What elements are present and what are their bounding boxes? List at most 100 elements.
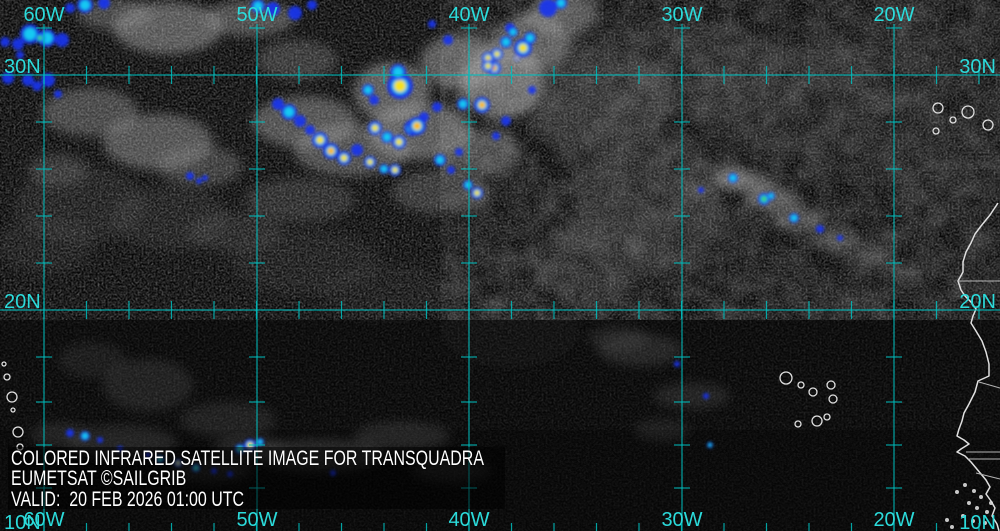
cell-yellow-core (316, 136, 324, 144)
cell-cyan (729, 174, 737, 182)
attribution-text: EUMETSAT ©SAILGRIB (11, 467, 187, 491)
cell-yellow-core (340, 154, 348, 162)
cell-cyan (708, 443, 712, 447)
cell-blue-ring (202, 175, 208, 181)
coord-label-top-20W: 20W (873, 4, 914, 26)
islet-speck (985, 510, 989, 514)
cell-yellow-core (371, 124, 379, 132)
coord-label-bottom-40W: 40W (448, 509, 489, 531)
cell-blue-ring (698, 187, 704, 193)
cell-blue-ring (443, 35, 453, 45)
cell-blue-ring (432, 102, 442, 112)
cell-blue-ring (837, 235, 843, 241)
coord-label-top-60W: 60W (23, 4, 64, 26)
cell-blue-ring (266, 2, 280, 16)
cell-blue-ring (22, 74, 34, 86)
islet-speck (945, 518, 949, 522)
valid-time-text: VALID: 20 FEB 2026 01:00 UTC (11, 487, 245, 511)
coord-label-left-20N: 20N (4, 291, 41, 313)
cell-blue-ring (16, 51, 24, 59)
cell-cyan (80, 0, 90, 10)
cell-green-core (761, 196, 767, 202)
island-outline (6, 391, 18, 403)
coord-label-left-10N: 10N (4, 512, 41, 531)
coastal-islets (945, 483, 993, 529)
cell-blue-ring (12, 38, 24, 50)
cell-yellow-core (485, 63, 491, 69)
cell-blue-ring (294, 115, 306, 127)
title-text: COLORED INFRARED SATELLITE IMAGE FOR TRA… (11, 447, 484, 470)
island-outline (961, 105, 975, 119)
cell-blue-ring (703, 393, 709, 399)
cell-blue-ring (369, 95, 379, 105)
cell-cyan (81, 432, 89, 440)
cell-yellow-core (518, 43, 528, 53)
cell-blue-ring (501, 116, 511, 126)
convective-cells-layer (0, 0, 843, 477)
cell-cyan (436, 156, 444, 164)
cell-blue-ring (186, 172, 194, 180)
cell-orange-core (479, 102, 485, 108)
cell-blue-ring (196, 178, 202, 184)
africa-coastline (956, 202, 1000, 531)
cell-blue-ring (539, 0, 557, 17)
cell-blue-ring (97, 437, 103, 443)
islet-speck (983, 521, 987, 525)
cell-cyan (253, 1, 263, 11)
cell-yellow-core (392, 167, 398, 173)
island-outline (949, 116, 957, 124)
islet-speck (989, 501, 993, 505)
cell-cyan (380, 165, 388, 173)
cell-cyan (526, 34, 534, 42)
latlon-grid: 60W 60W 50W 50W 40W 40W 30W 30W 20W 20W 30N 30N 20N 2… (0, 4, 1000, 531)
island-outline (779, 371, 793, 385)
island-outline (828, 394, 838, 404)
cell-cyan (284, 107, 294, 117)
cell-blue-ring (528, 86, 536, 94)
cell-cyan (257, 439, 263, 445)
cell-yellow-core (395, 138, 403, 146)
cell-blue-ring (54, 90, 62, 98)
island-outline (794, 420, 802, 428)
island-outline (823, 413, 831, 421)
island-outline (982, 119, 994, 131)
info-overlay: COLORED INFRARED SATELLITE IMAGE FOR TRA… (8, 447, 505, 511)
islet-speck (963, 483, 967, 487)
cell-blue-ring (674, 361, 680, 367)
coord-label-top-50W: 50W (236, 4, 277, 26)
cell-cyan (364, 86, 372, 94)
island-outline (932, 127, 940, 135)
island-outlines (1, 102, 994, 451)
cell-blue-ring (288, 6, 302, 20)
coord-label-bottom-60W: 60W (23, 509, 64, 531)
cell-blue-ring (98, 0, 110, 9)
cell-yellow-core (474, 190, 480, 196)
coord-label-bottom-20W: 20W (873, 509, 914, 531)
coord-label-top-40W: 40W (448, 4, 489, 26)
islet-speck (972, 489, 976, 493)
cell-yellow-core (485, 55, 491, 61)
islet-speck (950, 525, 954, 529)
cell-blue-ring (492, 132, 500, 140)
cell-yellow-core (394, 80, 406, 92)
island-outline (808, 387, 818, 397)
islet-speck (955, 490, 959, 494)
cell-blue-ring (32, 81, 42, 91)
island-outline (826, 380, 836, 390)
islet-speck (967, 501, 971, 505)
cell-blue-ring (307, 0, 317, 10)
coord-label-right-10N: 10N (959, 512, 996, 531)
islet-speck (961, 514, 965, 518)
islet-speck (979, 495, 983, 499)
island-outline (12, 426, 24, 438)
cell-cyan (23, 27, 37, 41)
island-outline (811, 415, 823, 427)
cell-cyan (790, 214, 798, 222)
islet-speck (971, 519, 975, 523)
coord-label-left-30N: 30N (4, 56, 41, 78)
cell-blue-ring (455, 148, 463, 156)
island-outline (1, 361, 7, 367)
cell-cyan (459, 100, 467, 108)
cell-blue-ring (351, 144, 363, 156)
